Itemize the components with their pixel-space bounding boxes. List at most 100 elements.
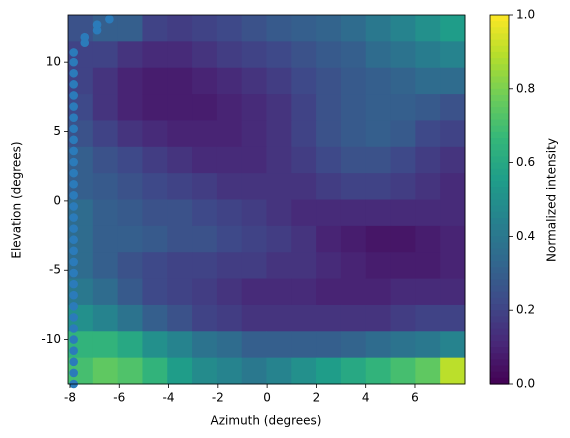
colorbar-segment (490, 125, 509, 133)
heatmap-cell (365, 331, 392, 359)
heatmap-cell (365, 41, 392, 69)
colorbar-segment (490, 334, 509, 342)
scatter-point (80, 32, 90, 42)
heatmap-cell (117, 146, 143, 174)
heatmap-cell (92, 146, 119, 174)
heatmap-cell (440, 94, 466, 121)
heatmap-cell (192, 41, 218, 69)
heatmap-cell (340, 252, 367, 280)
heatmap-cell (241, 15, 267, 42)
colorbar-segment (490, 131, 509, 139)
heatmap-cell (390, 278, 416, 306)
heatmap-cell (117, 41, 143, 69)
scatter-point (69, 91, 78, 100)
heatmap-cell (365, 67, 392, 95)
heatmap-cell (142, 357, 168, 385)
colorbar-segment (490, 248, 509, 256)
heatmap-cell (390, 357, 416, 385)
colorbar-segment (490, 64, 509, 71)
scatter-point (69, 157, 78, 167)
heatmap-cell (390, 41, 416, 69)
heatmap-cell (92, 41, 119, 69)
heatmap-cell (167, 252, 193, 280)
heatmap-cell (340, 67, 367, 95)
heatmap-cell (117, 94, 143, 121)
heatmap-cell (167, 199, 193, 227)
scatter-point (69, 313, 78, 322)
heatmap-cell (216, 199, 243, 227)
colorbar-segment (490, 316, 509, 324)
heatmap-cell (192, 146, 218, 174)
heatmap-cell (92, 120, 119, 148)
scatter-point (69, 202, 78, 211)
x-tick-label: -4 (163, 391, 175, 405)
heatmap-cell (415, 278, 441, 306)
heatmap-cell (192, 199, 218, 227)
heatmap-cell (167, 225, 193, 253)
heatmap-cell (117, 278, 143, 306)
scatter-point (69, 102, 78, 111)
heatmap-cell (340, 173, 367, 200)
scatter-point (69, 48, 78, 57)
heatmap-cell (390, 225, 416, 253)
colorbar-segment (490, 236, 509, 244)
colorbar-segment (490, 150, 509, 158)
heatmap-cell (192, 173, 218, 200)
heatmap-cell (167, 67, 193, 95)
heatmap-cell (365, 15, 392, 42)
y-tick-label: 5 (53, 124, 61, 138)
heatmap-cell (117, 304, 143, 332)
colorbar-segment (490, 353, 509, 360)
heatmap-cell (142, 278, 168, 306)
scatter-point (69, 302, 78, 311)
heatmap-cell (340, 199, 367, 227)
heatmap-cell (340, 225, 367, 253)
heatmap-cell (365, 94, 392, 121)
x-tick-label: -2 (212, 391, 224, 405)
scatter-point (69, 235, 78, 245)
heatmap-cell (365, 173, 392, 200)
heatmap-cell (291, 278, 317, 306)
heatmap-cell (167, 173, 193, 200)
heatmap-cell (390, 331, 416, 359)
colorbar-segment (490, 291, 509, 299)
heatmap-cell (92, 67, 119, 95)
heatmap-cell (266, 304, 292, 332)
scatter-point (69, 179, 78, 189)
heatmap-cell (216, 331, 243, 359)
heatmap-cell (142, 67, 168, 95)
colorbar-tick-label: 0.4 (516, 229, 535, 243)
heatmap-cell (415, 41, 441, 69)
heatmap-cell (415, 94, 441, 121)
colorbar-segment (490, 162, 509, 170)
heatmap-cell (316, 252, 342, 280)
heatmap-cell (316, 15, 342, 42)
heatmap-cell (192, 304, 218, 332)
heatmap-cell (365, 120, 392, 148)
heatmap-cell (142, 15, 168, 42)
scatter-point (69, 357, 78, 367)
heatmap-cell (291, 41, 317, 69)
heatmap-cell (440, 199, 466, 227)
heatmap-cell (415, 173, 441, 200)
heatmap-cell (167, 331, 193, 359)
heatmap-cell (316, 199, 342, 227)
heatmap-cell (316, 120, 342, 148)
x-tick-label: 4 (362, 391, 370, 405)
colorbar-segment (490, 217, 509, 225)
heatmap-cell (291, 357, 317, 385)
heatmap-cell (390, 199, 416, 227)
colorbar-segment (490, 340, 509, 348)
colorbar-segment (490, 88, 509, 96)
heatmap-cell (365, 146, 392, 174)
heatmap-cell (216, 357, 243, 385)
scatter-point (69, 57, 78, 67)
heatmap-cell (142, 331, 168, 359)
x-tick-label: 2 (313, 391, 321, 405)
colorbar-segment (490, 15, 509, 22)
heatmap-cell (142, 225, 168, 253)
heatmap-cell (117, 357, 143, 385)
colorbar-segment (490, 45, 509, 53)
heatmap-cell (192, 15, 218, 42)
